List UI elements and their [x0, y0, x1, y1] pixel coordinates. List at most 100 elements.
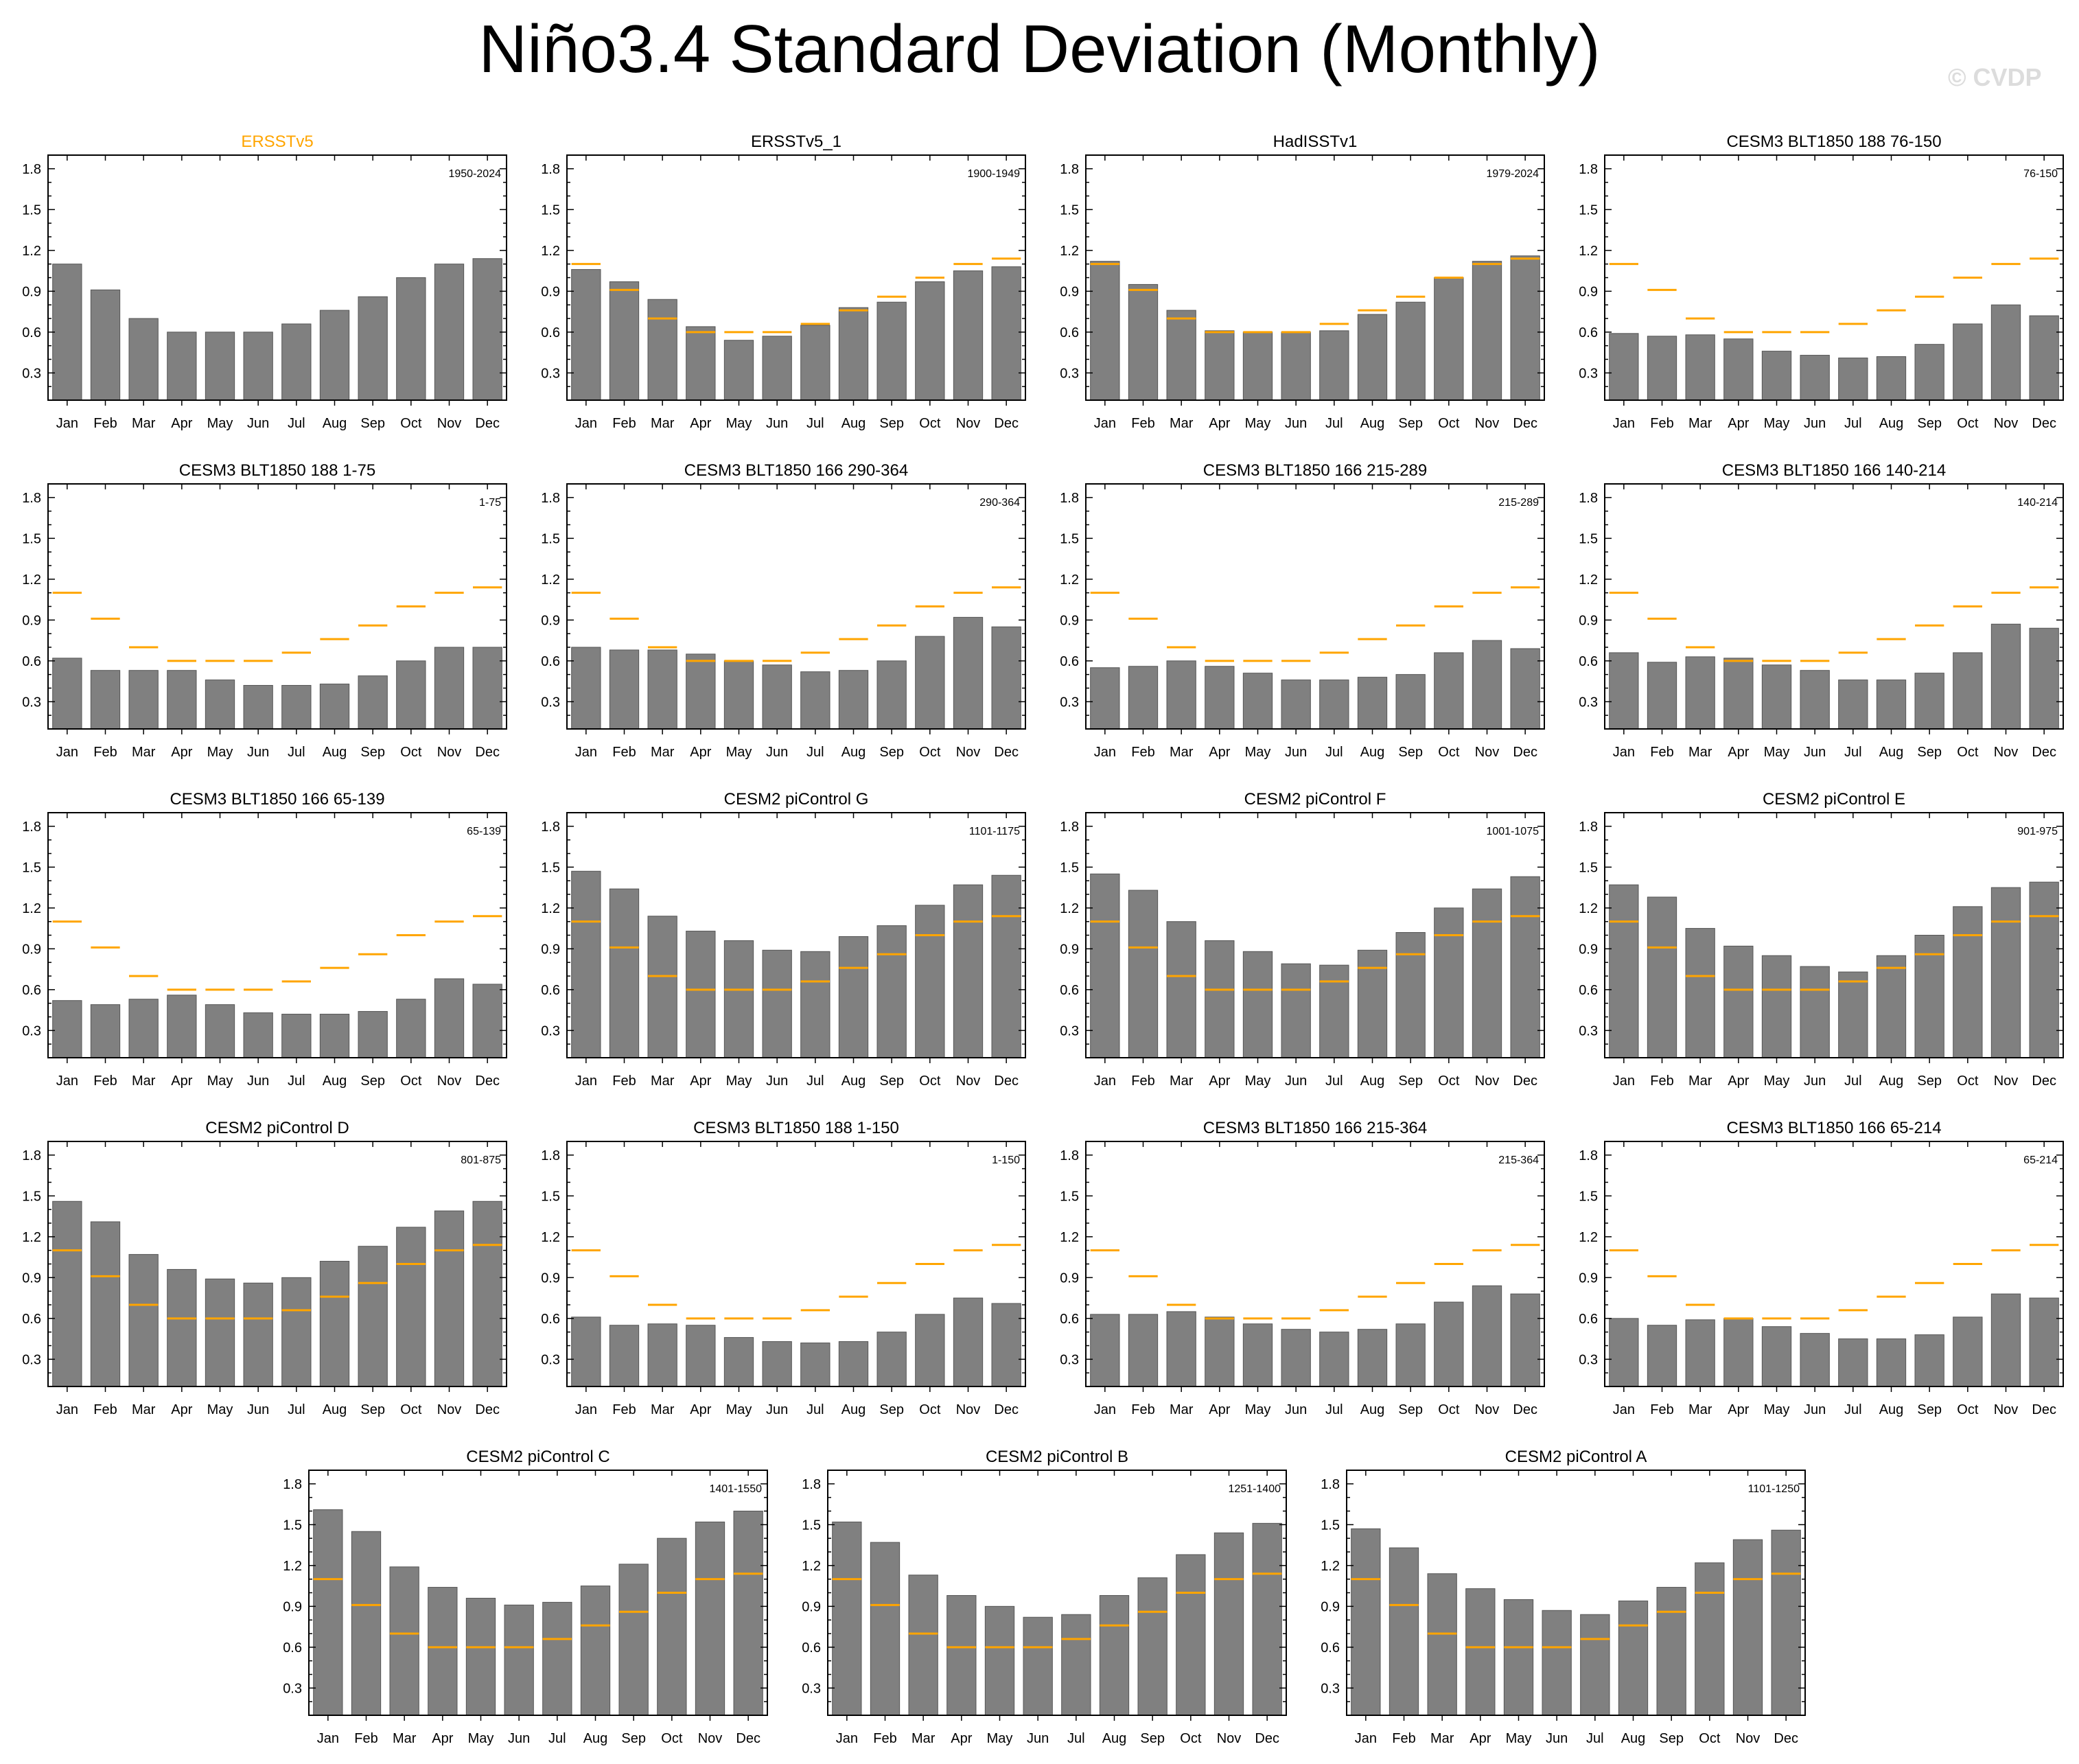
x-tick-label: Jan — [1094, 745, 1116, 760]
bar — [647, 1323, 677, 1387]
x-tick-label: Dec — [475, 745, 500, 760]
x-tick-label: Aug — [1360, 1074, 1385, 1089]
bar — [281, 1277, 312, 1387]
bar — [1953, 323, 1983, 401]
x-tick-label: Dec — [1513, 1074, 1537, 1089]
y-tick-label: 1.5 — [22, 531, 41, 546]
bar — [205, 680, 235, 730]
x-tick-label: May — [726, 1402, 752, 1417]
y-tick-label: 1.2 — [22, 1230, 41, 1245]
x-tick-label: Sep — [360, 1074, 385, 1089]
y-tick-label: 1.8 — [1579, 1148, 1598, 1163]
bar — [686, 931, 716, 1058]
bar — [2029, 881, 2059, 1058]
bar — [1281, 1329, 1311, 1387]
bar — [243, 685, 273, 730]
bar — [396, 999, 426, 1058]
bar — [1205, 330, 1235, 401]
y-tick-label: 1.8 — [541, 820, 560, 835]
y-tick-label: 0.3 — [1579, 1023, 1598, 1038]
bar — [1876, 680, 1907, 730]
y-tick-label: 0.9 — [1060, 284, 1079, 299]
watermark: © CVDP — [1948, 63, 2042, 91]
period-label: 1-75 — [479, 497, 501, 509]
x-tick-label: Jun — [247, 416, 269, 431]
x-tick-label: Nov — [1994, 1074, 2019, 1089]
y-tick-label: 1.5 — [283, 1518, 302, 1533]
y-tick-label: 1.8 — [541, 1148, 560, 1163]
bar — [1723, 658, 1754, 730]
x-tick-label: Apr — [690, 416, 711, 431]
bar — [915, 281, 945, 401]
bar — [609, 649, 640, 730]
x-tick-label: Aug — [841, 745, 866, 760]
bar — [838, 307, 869, 401]
x-tick-label: Oct — [919, 745, 941, 760]
x-tick-label: Sep — [1659, 1731, 1684, 1746]
y-tick-label: 0.6 — [1321, 1640, 1340, 1656]
x-tick-label: Dec — [736, 1731, 760, 1746]
bar — [1647, 662, 1677, 730]
x-tick-label: Apr — [1728, 745, 1749, 760]
bar — [396, 1227, 426, 1387]
bar — [1166, 921, 1196, 1058]
bar — [1166, 1311, 1196, 1387]
bar — [876, 301, 907, 401]
x-tick-label: Jan — [1613, 745, 1635, 760]
x-tick-label: Mar — [132, 1402, 156, 1417]
x-tick-label: Oct — [1699, 1731, 1721, 1746]
y-tick-label: 0.6 — [283, 1640, 302, 1656]
bar — [1128, 283, 1159, 401]
bar — [243, 1012, 273, 1058]
bar — [1800, 670, 1830, 730]
bar — [1838, 1338, 1868, 1387]
y-tick-label: 0.3 — [22, 695, 41, 710]
bar — [167, 995, 197, 1058]
period-label: 901-975 — [2017, 826, 2058, 837]
bar — [128, 999, 159, 1058]
bar — [1800, 355, 1830, 401]
bar — [90, 1004, 121, 1058]
bar — [984, 1605, 1015, 1716]
bar — [1395, 1323, 1426, 1387]
bar — [618, 1564, 649, 1716]
chart-panel: CESM3 BLT1850 166 290-364 290-364 0.3 0.6 0.… — [541, 461, 1026, 760]
bar — [358, 675, 388, 730]
bar — [52, 658, 82, 730]
y-tick-label: 0.9 — [1060, 1270, 1079, 1286]
bar — [953, 270, 984, 401]
x-tick-label: Jul — [288, 1074, 305, 1089]
x-tick-label: Sep — [1917, 1402, 1942, 1417]
y-tick-label: 1.5 — [1579, 531, 1598, 546]
x-tick-label: Aug — [1879, 1402, 1904, 1417]
bar — [2029, 315, 2059, 401]
y-tick-label: 1.8 — [1579, 820, 1598, 835]
x-tick-label: Dec — [2032, 745, 2056, 760]
bar — [472, 984, 502, 1058]
bar — [695, 1521, 725, 1716]
x-tick-label: Jun — [1285, 1074, 1307, 1089]
y-tick-label: 0.9 — [283, 1599, 302, 1614]
panel-title: CESM3 BLT1850 188 1-75 — [179, 461, 375, 480]
x-tick-label: Dec — [475, 416, 500, 431]
bar — [832, 1521, 862, 1716]
x-tick-label: Jul — [1325, 416, 1343, 431]
x-tick-label: May — [726, 1074, 752, 1089]
y-tick-label: 1.2 — [22, 244, 41, 259]
x-tick-label: May — [1764, 416, 1790, 431]
y-tick-label: 1.2 — [541, 1230, 560, 1245]
y-tick-label: 0.6 — [1060, 1312, 1079, 1327]
y-tick-label: 1.5 — [1579, 860, 1598, 875]
y-tick-label: 1.2 — [283, 1559, 302, 1574]
x-tick-label: Feb — [612, 745, 636, 760]
bar — [434, 264, 465, 401]
bar — [1761, 1326, 1792, 1387]
bar — [205, 332, 235, 401]
x-tick-label: Sep — [1398, 416, 1423, 431]
bar — [542, 1601, 572, 1716]
bar — [1357, 677, 1388, 730]
y-tick-label: 1.2 — [1579, 1230, 1598, 1245]
x-tick-label: Jun — [508, 1731, 530, 1746]
period-label: 215-289 — [1498, 497, 1539, 509]
bar — [686, 1325, 716, 1387]
